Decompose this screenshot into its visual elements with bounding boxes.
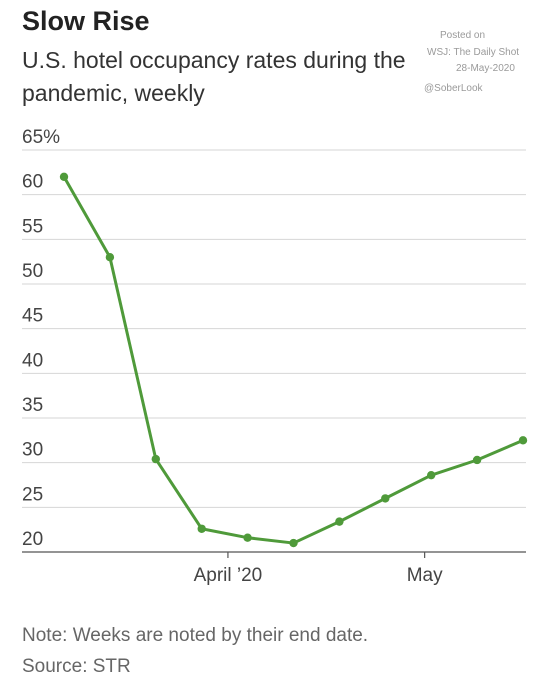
- watermark-source: WSJ: The Daily Shot: [427, 47, 520, 58]
- watermark-posted-on: Posted on: [440, 30, 486, 41]
- source-note: Source: STR: [22, 656, 131, 677]
- y-tick-label: 55: [22, 216, 43, 237]
- chart-title: Slow Rise: [22, 6, 150, 36]
- data-point: [518, 436, 528, 445]
- y-tick-label: 65%: [22, 127, 60, 148]
- y-tick-label: 30: [22, 440, 43, 461]
- watermark-date: 28-May-2020: [456, 63, 515, 74]
- data-point: [335, 517, 344, 526]
- data-point: [105, 253, 115, 262]
- x-axis: April ’20 May: [194, 552, 443, 586]
- x-tick-label: April ’20: [194, 565, 263, 586]
- data-point: [197, 524, 206, 533]
- y-tick-label: 45: [22, 306, 43, 327]
- data-point: [427, 470, 436, 480]
- y-tick-label: 20: [22, 529, 43, 550]
- data-point: [243, 533, 252, 542]
- y-tick-label: 60: [22, 172, 43, 193]
- data-point: [472, 455, 482, 465]
- gridlines: [22, 149, 526, 553]
- chart-subtitle: U.S. hotel occupancy rates during the pa…: [22, 47, 406, 106]
- data-point: [151, 454, 160, 464]
- y-tick-label: 25: [22, 484, 43, 505]
- series-line: [62, 176, 524, 545]
- y-axis-ticks: 20 25 30 35 40 45 50 55 60 65%: [22, 127, 60, 550]
- data-point: [381, 494, 390, 503]
- series: [59, 172, 528, 548]
- x-tick-label: May: [407, 565, 443, 586]
- chart-notes: Note: Weeks are noted by their end date.…: [22, 620, 368, 682]
- data-point: [289, 538, 298, 548]
- watermark-handle: @SoberLook: [424, 83, 483, 94]
- y-tick-label: 40: [22, 350, 43, 371]
- footnote: Note: Weeks are noted by their end date.: [22, 625, 369, 646]
- data-point: [59, 172, 69, 181]
- y-tick-label: 50: [22, 261, 43, 282]
- y-tick-label: 35: [22, 395, 43, 416]
